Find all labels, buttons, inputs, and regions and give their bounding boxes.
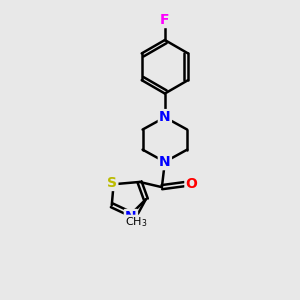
Text: S: S xyxy=(107,176,117,190)
Text: O: O xyxy=(186,177,197,191)
Text: CH$_3$: CH$_3$ xyxy=(125,215,148,229)
Text: N: N xyxy=(125,210,137,224)
Text: N: N xyxy=(159,155,171,169)
Text: N: N xyxy=(159,110,171,124)
Text: F: F xyxy=(160,13,170,27)
